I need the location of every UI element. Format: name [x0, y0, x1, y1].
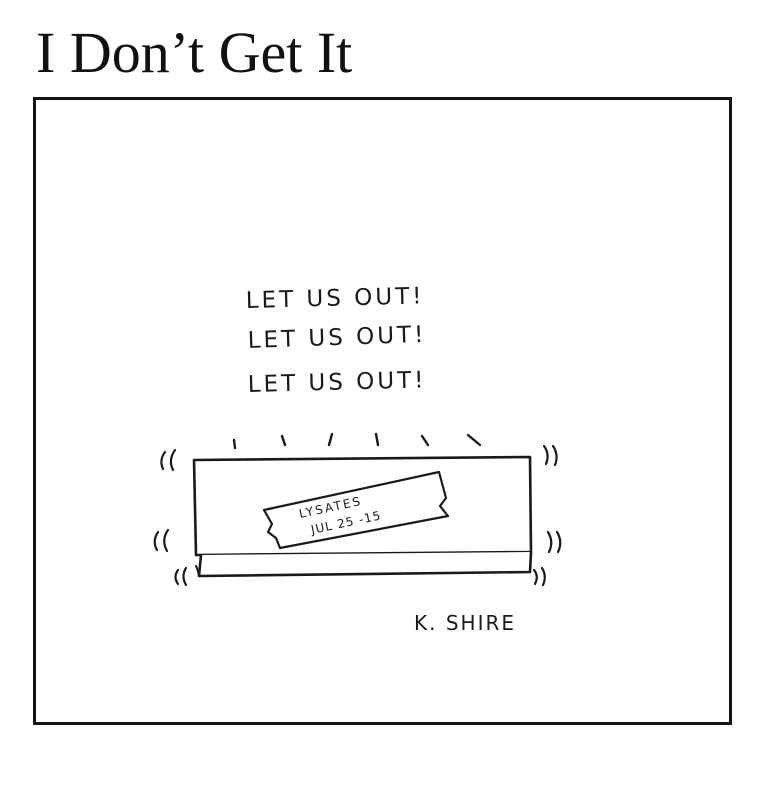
speech-line-3: LET US OUT! — [247, 367, 426, 398]
comic-panel: LET US OUT! LET US OUT! LET US OUT! — [33, 97, 732, 725]
speech-line-2: LET US OUT! — [247, 322, 426, 354]
motion-lines-sides — [153, 444, 562, 587]
comic-title: I Don’t Get It — [36, 20, 353, 85]
speech-line-1: LET US OUT! — [245, 283, 424, 314]
artist-signature: K. SHIRE — [414, 611, 516, 635]
comic-drawing: LET US OUT! LET US OUT! LET US OUT! — [153, 283, 562, 635]
motion-lines-top — [232, 432, 482, 450]
